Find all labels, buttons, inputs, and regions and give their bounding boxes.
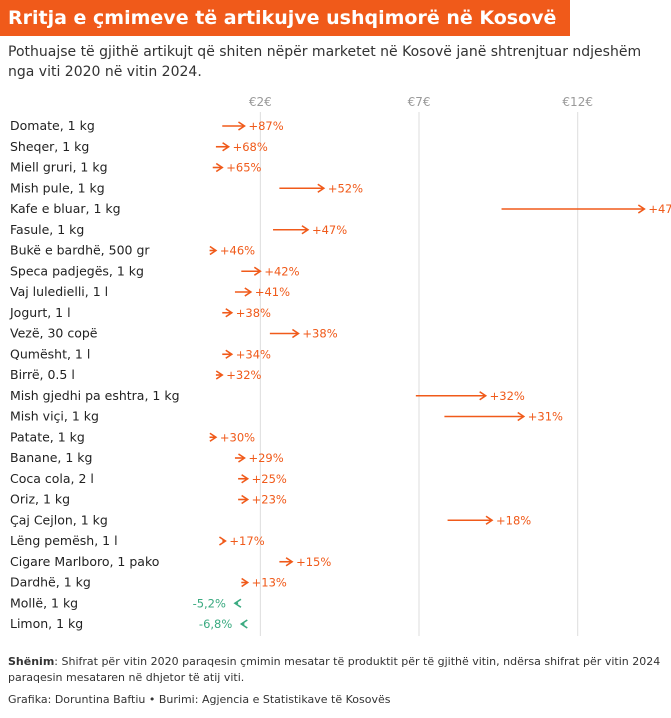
category-label: Vezë, 30 copë xyxy=(10,326,98,341)
arrow-head xyxy=(241,474,250,484)
category-label: Banane, 1 kg xyxy=(10,450,92,465)
category-label: Sheqer, 1 kg xyxy=(10,139,89,154)
arrow-head xyxy=(215,162,224,173)
change-label: +47% xyxy=(312,223,347,237)
change-label: +29% xyxy=(248,451,283,465)
category-label: Patate, 1 kg xyxy=(10,429,85,444)
chart-title: Rritja e çmimeve të artikujve ushqimorë … xyxy=(8,7,557,29)
category-label: Jogurt, 1 l xyxy=(9,305,71,320)
category-label: Miell gruri, 1 kg xyxy=(10,160,108,175)
arrow-head xyxy=(244,287,253,297)
arrow-head xyxy=(485,515,494,525)
category-label: Cigare Marlboro, 1 pako xyxy=(10,554,159,569)
change-label: +30% xyxy=(220,430,255,444)
category-label: Fasule, 1 kg xyxy=(10,222,84,237)
arrow-head xyxy=(241,577,250,588)
arrow-head xyxy=(239,619,248,629)
x-tick-label: €7€ xyxy=(408,95,431,109)
change-label: +32% xyxy=(490,389,525,403)
title-bar: Rritja e çmimeve të artikujve ushqimorë … xyxy=(0,0,571,36)
arrow-head xyxy=(253,266,262,276)
change-label: +23% xyxy=(252,493,287,507)
arrow-head xyxy=(233,598,242,608)
category-label: Mish gjedhi pa eshtra, 1 kg xyxy=(10,388,180,403)
arrow-head xyxy=(285,557,294,567)
arrow-head xyxy=(241,494,250,505)
arrow-head xyxy=(291,328,300,339)
credits: Grafika: Doruntina Baftiu • Burimi: Agje… xyxy=(8,693,391,706)
arrow-head xyxy=(238,453,246,463)
category-label: Çaj Cejlon, 1 kg xyxy=(10,512,108,527)
change-label: +31% xyxy=(528,410,563,424)
category-label: Mollë, 1 kg xyxy=(10,595,78,610)
change-label: +18% xyxy=(496,513,531,527)
change-label: +25% xyxy=(252,472,287,486)
arrow-head xyxy=(209,245,218,256)
change-label: +38% xyxy=(236,306,271,320)
change-label: +34% xyxy=(236,347,271,361)
footnote: Shënim: Shifrat për vitin 2020 paraqesin… xyxy=(8,654,663,686)
change-label: +15% xyxy=(296,555,331,569)
category-label: Oriz, 1 kg xyxy=(10,492,70,507)
change-label: +47% xyxy=(648,202,671,216)
category-label: Coca cola, 2 l xyxy=(10,471,94,486)
arrow-head xyxy=(218,536,227,546)
category-label: Bukë e bardhë, 500 gr xyxy=(10,243,150,258)
arrow-head xyxy=(225,349,234,359)
arrow-head xyxy=(209,432,218,442)
arrow-head xyxy=(637,204,646,214)
change-label: +17% xyxy=(229,534,264,548)
category-label: Birrë, 0.5 l xyxy=(10,367,75,382)
arrow-head xyxy=(225,308,234,318)
change-label: +42% xyxy=(264,264,299,278)
category-label: Qumësht, 1 l xyxy=(10,346,90,361)
arrow-head xyxy=(215,370,224,380)
change-label: +46% xyxy=(220,244,255,258)
category-label: Mish viçi, 1 kg xyxy=(10,409,99,424)
change-label: +32% xyxy=(226,368,261,382)
change-label: +65% xyxy=(226,161,261,175)
chart-subtitle: Pothuajse të gjithë artikujt që shiten n… xyxy=(8,44,642,80)
category-label: Dardhë, 1 kg xyxy=(10,575,91,590)
x-tick-label: €12€ xyxy=(562,95,593,109)
arrow-head xyxy=(301,225,310,235)
category-label: Vaj luledielli, 1 l xyxy=(10,284,108,299)
change-label: -6,8% xyxy=(199,617,232,631)
arrow-head xyxy=(238,121,246,131)
change-label: +68% xyxy=(233,140,268,154)
category-label: Kafe e bluar, 1 kg xyxy=(10,201,121,216)
footnote-text: : Shifrat për vitin 2020 paraqesin çmimi… xyxy=(8,655,661,684)
change-label: +38% xyxy=(302,327,337,341)
category-label: Lëng pemësh, 1 l xyxy=(10,533,118,548)
footer: Shënim: Shifrat për vitin 2020 paraqesin… xyxy=(8,654,663,708)
change-label: +52% xyxy=(328,181,363,195)
change-label: +87% xyxy=(248,119,283,133)
arrow-head xyxy=(317,183,326,193)
change-label: +13% xyxy=(252,576,287,590)
change-label: +41% xyxy=(255,285,290,299)
change-label: -5,2% xyxy=(193,596,226,610)
arrow-head xyxy=(517,411,526,422)
x-tick-label: €2€ xyxy=(249,95,272,109)
category-label: Mish pule, 1 kg xyxy=(10,180,105,195)
arrow-chart: €2€ €7€ €12€ Domate, 1 kg +87% Sheqer, 1 kg +6… xyxy=(9,95,671,636)
category-label: Speca padjegës, 1 kg xyxy=(10,263,144,278)
footnote-label: Shënim xyxy=(8,655,55,668)
category-label: Limon, 1 kg xyxy=(10,616,83,631)
category-label: Domate, 1 kg xyxy=(10,118,95,133)
arrow-head xyxy=(479,391,488,401)
arrow-head xyxy=(222,142,231,152)
